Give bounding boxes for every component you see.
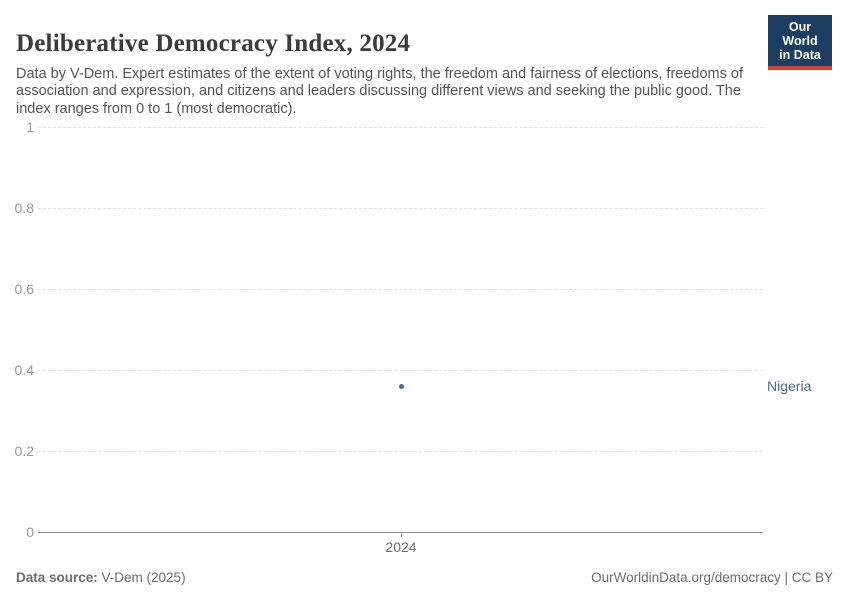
y-axis-tick-label: 1 (26, 119, 34, 135)
x-axis-tick-label: 2024 (385, 539, 417, 555)
owid-logo-line2: in Data (779, 48, 821, 62)
chart-subtitle: Data by V-Dem. Expert estimates of the e… (16, 65, 743, 117)
y-gridline (38, 451, 763, 452)
y-gridline (38, 127, 763, 128)
y-axis-tick-label: 0.8 (14, 200, 34, 216)
data-point[interactable] (399, 384, 404, 389)
data-source-label: Data source: (16, 570, 98, 585)
y-axis-tick-label: 0.6 (14, 281, 34, 297)
owid-url-license-link[interactable]: OurWorldinData.org/democracy | CC BY (591, 570, 833, 585)
owid-logo-line1: Our World (782, 20, 818, 48)
data-source-note: Data source: V-Dem (2025) (16, 570, 186, 585)
x-axis-line (38, 532, 763, 533)
y-gridline (38, 370, 763, 371)
x-axis-tick-mark (401, 532, 402, 537)
y-axis-tick-label: 0 (26, 524, 34, 540)
data-source-value: V-Dem (2025) (97, 570, 186, 585)
y-axis-tick-label: 0.4 (14, 362, 34, 378)
owid-logo[interactable]: Our World in Data (768, 15, 832, 70)
chart-footer: Data source: V-Dem (2025) OurWorldinData… (0, 568, 850, 590)
y-gridline (38, 208, 763, 209)
entity-label[interactable]: Nigeria (767, 378, 812, 394)
y-gridline (38, 289, 763, 290)
chart-title: Deliberative Democracy Index, 2024 (16, 29, 411, 57)
y-axis-tick-label: 0.2 (14, 443, 34, 459)
